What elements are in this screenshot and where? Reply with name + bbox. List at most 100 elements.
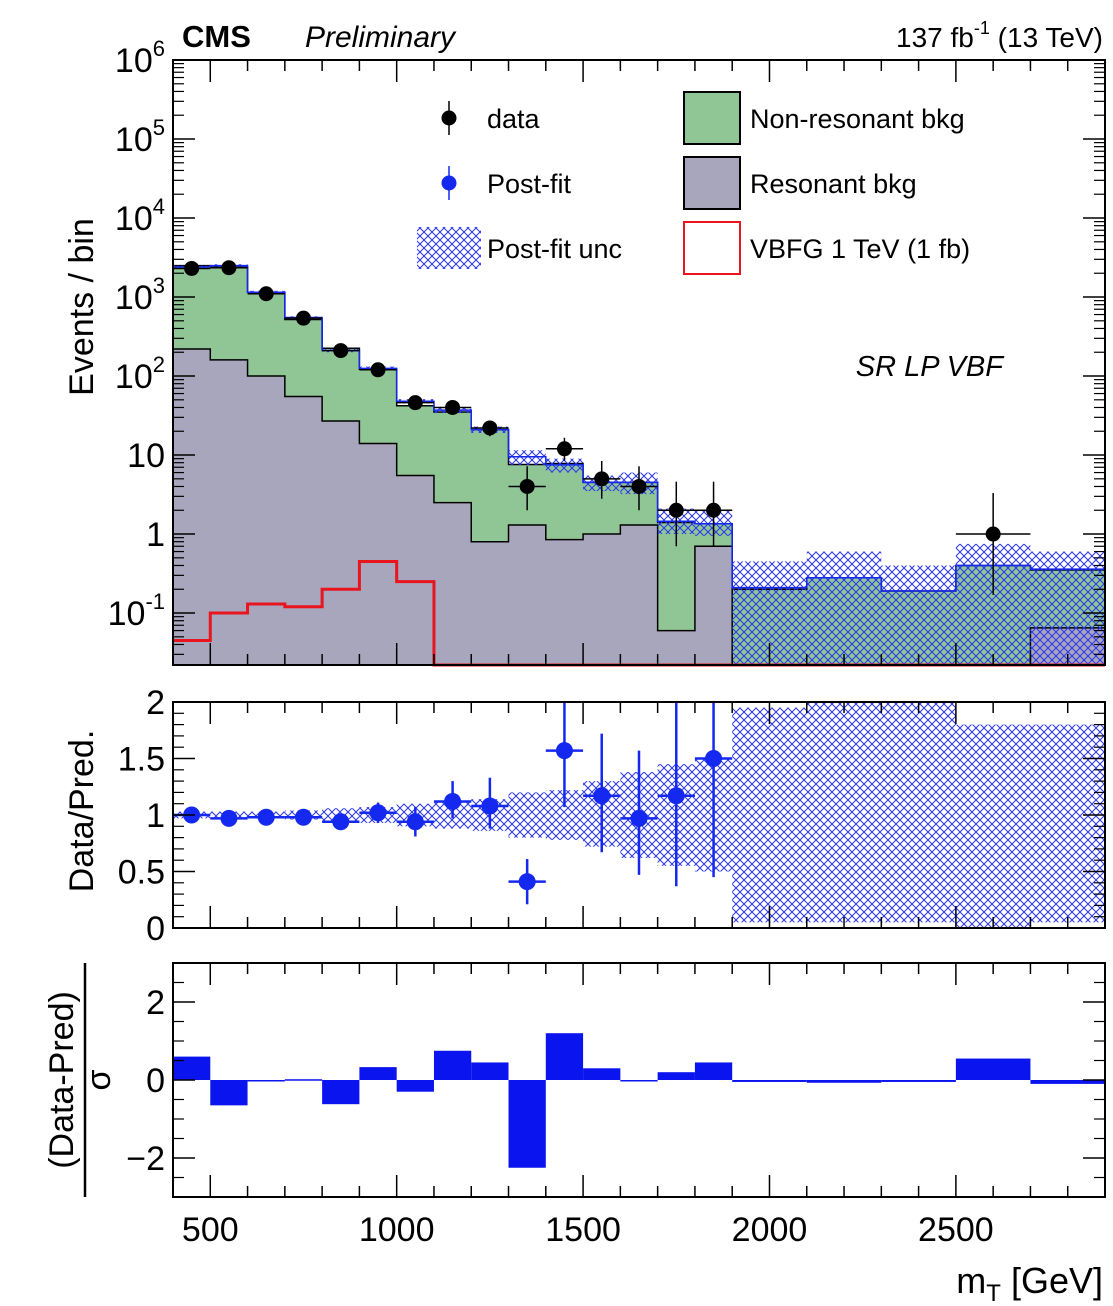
ratio-unc-bin: [955, 724, 1031, 928]
ratio-ytick-label: 0.5: [118, 854, 165, 892]
ratio-point: [667, 787, 685, 805]
ratio-point: [705, 750, 723, 767]
main-ylabel: Events / bin: [63, 218, 101, 396]
data-point: [556, 441, 572, 457]
ratio-ytick-label: 1: [146, 797, 165, 835]
ratio-panel: 0 0.5 1 1.5 2: [118, 684, 1106, 948]
legend-item: Post-fit: [441, 166, 572, 200]
main-panel: 10-1 1 10 102 103 104 105 106: [108, 36, 1106, 667]
ytick-label: 1: [146, 516, 165, 554]
pull-bar: [1030, 1080, 1105, 1084]
legend-label: Resonant bkg: [750, 169, 917, 199]
pull-bar: [694, 1062, 733, 1080]
pull-ylabel-denominator: σ: [80, 1069, 118, 1090]
legend-marker: [441, 110, 457, 126]
ratio-unc-bin: [508, 792, 546, 838]
ratio-point: [220, 809, 238, 827]
ratio-unc-bin: [1030, 724, 1105, 923]
postfit-unc-bin: [881, 565, 956, 665]
data-point: [258, 286, 274, 302]
ratio-ytick-label: 0: [146, 910, 165, 948]
ratio-point: [444, 792, 462, 810]
pull-bar: [508, 1080, 546, 1168]
legend-item: Non-resonant bkg: [683, 91, 965, 145]
xtick-label: 2000: [732, 1211, 808, 1249]
pull-bar: [806, 1080, 882, 1083]
pull-bar: [396, 1080, 434, 1092]
data-point: [594, 471, 610, 487]
pull-bar: [620, 1080, 658, 1082]
legend-label: data: [487, 104, 541, 134]
legend-hatch: [417, 227, 481, 269]
legend-item: data: [441, 101, 541, 135]
legend: data Non-resonant bkg Post-fit Resonant bkg…: [417, 91, 970, 275]
data-point: [407, 395, 423, 411]
data-point: [295, 310, 311, 326]
data-point: [445, 399, 461, 415]
ytick-label: 10: [127, 437, 165, 475]
legend-item: Resonant bkg: [683, 156, 917, 210]
xtick-label: 1000: [359, 1211, 435, 1249]
experiment-label: CMS: [182, 19, 251, 54]
ratio-point: [593, 787, 611, 805]
pull-ytick-label: 0: [146, 1062, 165, 1100]
xtick-label: 500: [182, 1211, 239, 1249]
lumi-label: 137 fb-1 (13 TeV): [896, 18, 1103, 53]
data-point: [370, 362, 386, 378]
data-point: [482, 420, 498, 436]
pull-bar: [284, 1079, 323, 1081]
ytick-label: 102: [115, 352, 165, 396]
ytick-label: 103: [115, 273, 165, 317]
ratio-ytick-label: 1.5: [118, 741, 165, 779]
pull-bar: [173, 1056, 211, 1080]
pull-bar: [881, 1080, 956, 1082]
region-label: SR LP VBF: [856, 351, 1005, 383]
legend-item: VBFG 1 TeV (1 fb): [683, 221, 970, 275]
ratio-point: [481, 797, 499, 815]
ratio-unc-bin: [881, 702, 956, 923]
ratio-point: [369, 804, 387, 822]
ratio-point: [555, 742, 573, 760]
pull-bar: [545, 1033, 584, 1080]
ytick-label: 10-1: [108, 589, 165, 633]
legend-box: [683, 91, 741, 145]
data-point: [333, 343, 349, 359]
pull-ytick-label: −2: [126, 1140, 165, 1178]
xtick-label: 1500: [545, 1211, 621, 1249]
legend-box: [683, 156, 741, 210]
data-point: [221, 260, 237, 276]
legend-label: Non-resonant bkg: [750, 104, 965, 134]
ratio-unc-bin: [806, 702, 882, 923]
pull-bar: [247, 1080, 285, 1082]
ratio-point: [332, 813, 350, 831]
ratio-unc-bin: [732, 707, 807, 923]
pull-ytick-label: 2: [146, 984, 165, 1022]
ratio-point: [630, 809, 648, 827]
legend-marker: [441, 175, 457, 191]
pull-bar: [657, 1072, 695, 1080]
pull-bar: [433, 1050, 472, 1080]
xlabel: mT [GeV]: [956, 1260, 1103, 1306]
ratio-point: [518, 873, 536, 891]
ytick-label: 104: [115, 194, 165, 238]
res-bkg-fill: [173, 348, 1105, 665]
legend-item: Post-fit unc: [417, 227, 622, 269]
legend-label: Post-fit unc: [487, 234, 622, 264]
legend-label: Post-fit: [487, 169, 572, 199]
postfit-unc-bin: [508, 450, 546, 465]
data-point: [519, 478, 535, 494]
postfit-unc-bin: [806, 551, 882, 665]
ratio-ylabel: Data/Pred.: [63, 730, 101, 893]
ratio-ytick-label: 2: [146, 684, 165, 722]
pull-bar: [583, 1068, 621, 1080]
data-point: [668, 502, 684, 518]
ratio-point: [294, 808, 312, 826]
main-frame: [172, 59, 1106, 666]
data-point: [985, 526, 1001, 542]
data-point: [706, 502, 722, 518]
ytick-label: 106: [115, 36, 165, 80]
pull-bar: [471, 1062, 509, 1080]
pull-ylabel-numerator: (Data-Pred): [43, 991, 81, 1169]
